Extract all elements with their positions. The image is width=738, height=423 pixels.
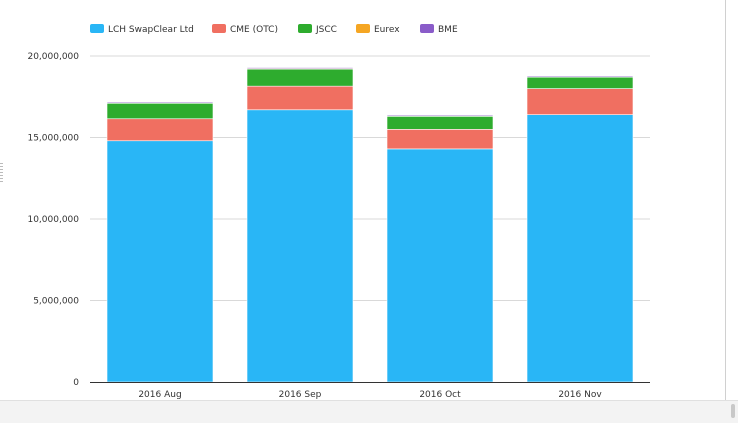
legend-swatch-3 xyxy=(356,24,370,33)
x-tick-label-0: 2016 Aug xyxy=(138,390,181,400)
panel-right-border xyxy=(725,0,726,400)
y-tick-label-4: 20,000,000 xyxy=(27,52,79,62)
bar-3-2[interactable] xyxy=(526,76,634,89)
bar-2-4[interactable] xyxy=(386,114,494,117)
legend-label-1[interactable]: CME (OTC) xyxy=(230,25,278,35)
bars xyxy=(106,67,634,383)
y-tick-label-3: 15,000,000 xyxy=(27,134,79,144)
legend-label-3[interactable]: Eurex xyxy=(374,25,400,35)
bar-0-4[interactable] xyxy=(106,101,214,104)
bottom-scroll-area xyxy=(0,400,738,423)
bar-1-1[interactable] xyxy=(246,85,354,111)
bar-2-1[interactable] xyxy=(386,129,494,150)
legend-swatch-4 xyxy=(420,24,434,33)
x-tick-label-2: 2016 Oct xyxy=(419,390,461,400)
legend-label-2[interactable]: JSCC xyxy=(315,25,337,35)
scrollbar-thumb[interactable] xyxy=(731,404,735,418)
legend: LCH SwapClear Ltd CME (OTC) JSCC Eurex BME xyxy=(90,24,458,35)
legend-label-0[interactable]: LCH SwapClear Ltd xyxy=(108,25,194,35)
bar-0-2[interactable] xyxy=(106,102,214,120)
bar-1-2[interactable] xyxy=(246,68,354,87)
x-axis: 2016 Aug 2016 Sep 2016 Oct 2016 Nov xyxy=(90,382,650,400)
x-tick-label-3: 2016 Nov xyxy=(558,390,602,400)
y-tick-label-0: 0 xyxy=(73,378,79,388)
bar-3-4[interactable] xyxy=(526,75,634,78)
bar-1-0[interactable] xyxy=(246,109,354,383)
legend-label-4[interactable]: BME xyxy=(438,25,458,35)
legend-swatch-2 xyxy=(298,24,312,33)
resize-grip[interactable] xyxy=(0,163,3,183)
y-tick-label-1: 5,000,000 xyxy=(33,297,79,307)
bar-2-2[interactable] xyxy=(386,116,494,130)
bar-2-0[interactable] xyxy=(386,148,494,383)
y-axis: 0 5,000,000 10,000,000 15,000,000 20,000,000 xyxy=(27,52,79,388)
y-tick-label-2: 10,000,000 xyxy=(27,215,79,225)
bar-0-0[interactable] xyxy=(106,140,214,383)
bar-3-1[interactable] xyxy=(526,88,634,115)
bar-0-1[interactable] xyxy=(106,118,214,142)
legend-swatch-0 xyxy=(90,24,104,33)
x-tick-label-1: 2016 Sep xyxy=(279,390,322,400)
bar-3-0[interactable] xyxy=(526,114,634,383)
legend-swatch-1 xyxy=(212,24,226,33)
bar-1-4[interactable] xyxy=(246,67,354,69)
